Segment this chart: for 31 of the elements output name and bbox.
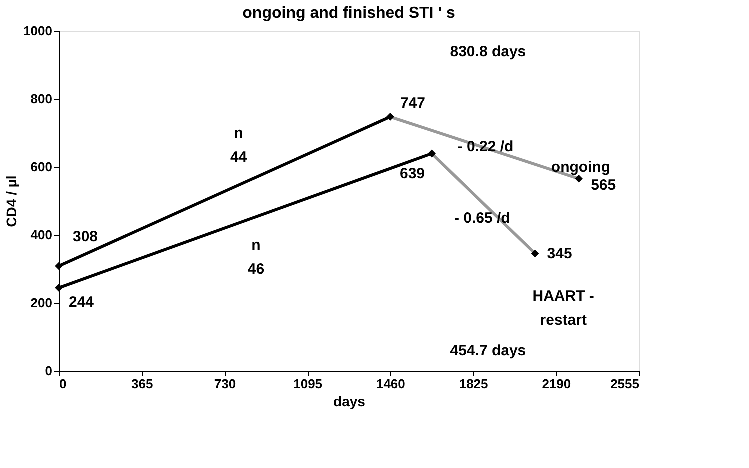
y-tick-label: 1000 [24, 24, 52, 38]
data-label: 565 [591, 176, 616, 194]
data-label: 345 [547, 246, 572, 263]
y-tick-label: 200 [30, 296, 52, 310]
data-label: 747 [400, 95, 426, 112]
chart-title: ongoing and finished STI ' s [242, 5, 456, 22]
annotation: HAART - restart [532, 288, 594, 330]
annotation: ongoing [551, 159, 611, 176]
x-tick-label: 1460 [376, 376, 406, 392]
x-tick-label: 2190 [542, 376, 572, 392]
data-label: 639 [400, 166, 425, 183]
x-tick-label: 1095 [294, 376, 323, 392]
data-label: 308 [73, 228, 98, 246]
x-tick-label: 365 [132, 376, 154, 392]
annotation: n 46 [248, 237, 265, 278]
data-label: 244 [69, 294, 95, 312]
annotation: n 44 [230, 125, 248, 166]
y-tick-label: 800 [30, 92, 52, 106]
x-tick-label: 1825 [459, 376, 488, 392]
x-axis-title: days [334, 394, 366, 410]
x-tick-label: 0 [60, 376, 67, 392]
annotation: 830.8 days [450, 43, 526, 60]
x-tick-label: 730 [214, 376, 236, 392]
y-axis-title: CD4 / µl [4, 176, 20, 228]
x-tick-label: 2555 [610, 376, 640, 392]
y-tick-label: 600 [30, 160, 52, 174]
y-tick-label: 0 [45, 364, 52, 378]
annotation: 454.7 days [450, 342, 526, 360]
annotation: - 0.65 /d [454, 210, 510, 227]
annotation: - 0.22 /d [458, 138, 514, 156]
y-tick-label: 400 [30, 228, 52, 242]
